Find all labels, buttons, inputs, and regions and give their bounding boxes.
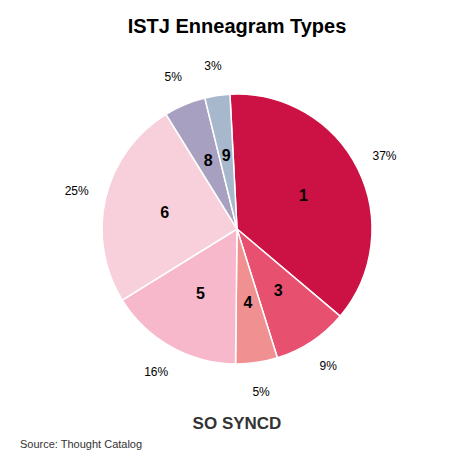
svg-text:9: 9 — [222, 147, 231, 164]
html-text:Source: Thought Catalog: Source: Thought Catalog — [20, 438, 143, 450]
svg-text:5: 5 — [196, 285, 205, 302]
html-text:ISTJ Enneagram Types: ISTJ Enneagram Types — [127, 15, 347, 37]
svg-text:25%: 25% — [65, 184, 89, 198]
svg-text:4: 4 — [243, 294, 252, 311]
svg-text:16%: 16% — [144, 365, 168, 379]
svg-text:5%: 5% — [165, 70, 183, 84]
svg-text:6: 6 — [160, 204, 169, 221]
svg-text:37%: 37% — [373, 149, 397, 163]
svg-text:3%: 3% — [204, 59, 222, 73]
html-text:SO SYNCD: SO SYNCD — [192, 414, 282, 433]
svg-text:8: 8 — [204, 152, 213, 169]
svg-text:3: 3 — [274, 282, 283, 299]
svg-text:9%: 9% — [319, 359, 337, 373]
svg-text:1: 1 — [299, 187, 308, 204]
svg-text:5%: 5% — [252, 385, 270, 399]
